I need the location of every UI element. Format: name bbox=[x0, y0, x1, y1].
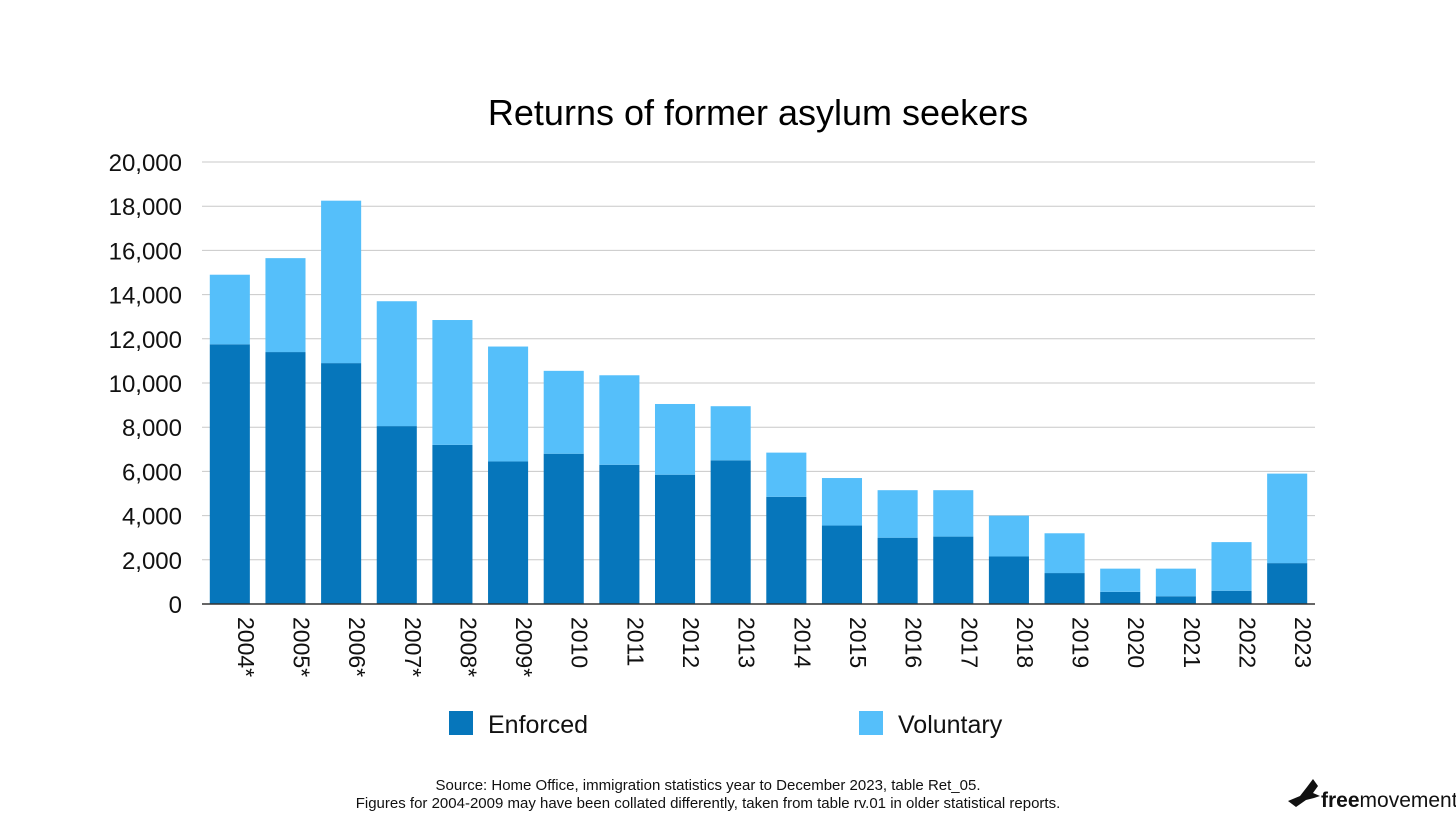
bar-enforced bbox=[710, 460, 751, 604]
bar-voluntary bbox=[376, 301, 417, 427]
bar-enforced bbox=[543, 453, 584, 604]
bar-voluntary bbox=[766, 452, 807, 497]
bar-enforced bbox=[877, 537, 918, 604]
bar-voluntary bbox=[933, 490, 974, 537]
bar-enforced bbox=[766, 496, 807, 604]
x-tick-label: 2011 bbox=[622, 617, 648, 666]
x-tick-label: 2018 bbox=[1012, 617, 1038, 668]
x-tick-label: 2020 bbox=[1123, 617, 1149, 668]
bar-voluntary bbox=[599, 375, 640, 465]
y-tick-label: 4,000 bbox=[122, 504, 182, 531]
bar-voluntary bbox=[265, 258, 306, 353]
x-tick-label: 2021 bbox=[1179, 617, 1205, 668]
legend-swatch-enforced bbox=[449, 711, 473, 735]
x-tick-label: 2016 bbox=[901, 617, 927, 668]
legend-label-voluntary: Voluntary bbox=[898, 711, 1003, 739]
x-axis: 2004* 2005* 2006* 2007* 2008* 2009* 2010 2011 20… bbox=[233, 617, 1316, 677]
x-tick-label: 2012 bbox=[678, 617, 704, 668]
legend-swatch-voluntary bbox=[859, 711, 883, 735]
bar-voluntary bbox=[432, 320, 473, 445]
bar-voluntary bbox=[543, 370, 584, 454]
bar-voluntary bbox=[1100, 568, 1141, 592]
x-tick-label: 2023 bbox=[1290, 617, 1316, 668]
bar-enforced bbox=[265, 352, 306, 604]
bars bbox=[209, 200, 1308, 604]
bar-voluntary bbox=[988, 515, 1029, 557]
x-tick-label: 2014 bbox=[789, 617, 815, 668]
x-tick-label: 2009* bbox=[511, 617, 537, 677]
bar-enforced bbox=[209, 344, 250, 604]
bar-enforced bbox=[821, 525, 863, 604]
bar-voluntary bbox=[1044, 533, 1085, 574]
bar-voluntary bbox=[877, 490, 918, 538]
source-note: Source: Home Office, immigration statist… bbox=[436, 777, 981, 794]
bar-voluntary bbox=[209, 274, 250, 345]
x-tick-label: 2013 bbox=[734, 617, 760, 668]
bar-enforced bbox=[432, 444, 473, 604]
bar-voluntary bbox=[1267, 473, 1308, 564]
bar-enforced bbox=[1044, 573, 1085, 604]
y-tick-label: 16,000 bbox=[109, 238, 182, 265]
y-tick-label: 10,000 bbox=[109, 371, 182, 398]
bar-enforced bbox=[1267, 563, 1308, 604]
bar-enforced bbox=[1100, 591, 1141, 604]
y-tick-label: 2,000 bbox=[122, 548, 182, 575]
brand-name-movement: movement bbox=[1360, 789, 1456, 812]
bar-enforced bbox=[599, 464, 640, 604]
bar-enforced bbox=[654, 474, 696, 604]
bar-enforced bbox=[988, 556, 1029, 604]
x-tick-label: 2004* bbox=[233, 617, 259, 677]
bar-enforced bbox=[321, 363, 362, 604]
bar-voluntary bbox=[821, 478, 863, 526]
x-tick-label: 2007* bbox=[400, 617, 426, 677]
bar-enforced bbox=[933, 536, 974, 604]
bird-icon bbox=[1288, 779, 1320, 807]
x-tick-label: 2015 bbox=[845, 617, 871, 668]
x-tick-label: 2008* bbox=[455, 617, 481, 677]
source-note-2: Figures for 2004-2009 may have been coll… bbox=[356, 795, 1061, 812]
y-axis: 0 2,000 4,000 6,000 8,000 10,000 12,000 14,000 1… bbox=[109, 150, 182, 619]
bar-voluntary bbox=[654, 403, 696, 475]
y-tick-label: 20,000 bbox=[109, 150, 182, 177]
bar-enforced bbox=[376, 426, 417, 604]
bar-voluntary bbox=[1155, 568, 1196, 597]
x-tick-label: 2010 bbox=[567, 617, 593, 668]
brand-name-free: free bbox=[1321, 789, 1360, 812]
chart-title: Returns of former asylum seekers bbox=[488, 92, 1028, 133]
bar-voluntary bbox=[710, 406, 751, 461]
brand-logo: freemovement bbox=[1288, 779, 1456, 812]
legend: Enforced Voluntary bbox=[449, 711, 1003, 739]
x-tick-label: 2006* bbox=[344, 617, 370, 677]
x-tick-label: 2017 bbox=[956, 617, 982, 668]
bar-voluntary bbox=[488, 346, 529, 462]
bar-enforced bbox=[1155, 596, 1196, 604]
bar-enforced bbox=[488, 461, 529, 604]
legend-label-enforced: Enforced bbox=[488, 711, 588, 739]
y-tick-label: 12,000 bbox=[109, 327, 182, 354]
y-tick-label: 6,000 bbox=[122, 459, 182, 486]
y-tick-label: 0 bbox=[169, 592, 182, 619]
bar-voluntary bbox=[321, 200, 362, 364]
y-tick-label: 14,000 bbox=[109, 283, 182, 310]
x-tick-label: 2022 bbox=[1235, 617, 1261, 668]
y-tick-label: 8,000 bbox=[122, 415, 182, 442]
bar-enforced bbox=[1211, 590, 1252, 604]
x-tick-label: 2005* bbox=[288, 617, 314, 677]
svg-text:freemovement: freemovement bbox=[1321, 789, 1456, 812]
y-tick-label: 18,000 bbox=[109, 194, 182, 221]
bar-voluntary bbox=[1211, 542, 1252, 591]
x-tick-label: 2019 bbox=[1068, 617, 1094, 668]
gridlines bbox=[202, 161, 1315, 561]
